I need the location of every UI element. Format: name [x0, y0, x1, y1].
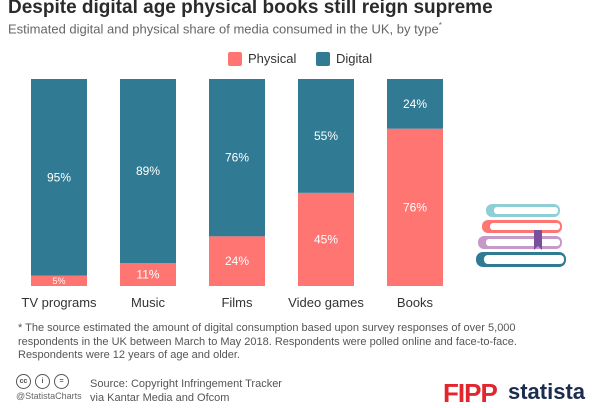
bar-physical-books [387, 128, 443, 286]
bar-physical-video-games [298, 192, 354, 286]
legend-label-physical: Physical [248, 51, 297, 66]
source-note: Source: Copyright Infringement Tracker v… [90, 377, 282, 405]
data-label-digital-films: 76% [225, 151, 249, 165]
category-label-books: Books [397, 295, 434, 310]
legend-swatch-physical [228, 52, 242, 66]
by-icon: i [35, 374, 50, 389]
data-label-physical-books: 76% [403, 200, 427, 214]
legend-label-digital: Digital [336, 51, 373, 66]
bar-digital-video-games [298, 79, 354, 193]
bar-digital-music [120, 79, 176, 264]
data-label-digital-books: 24% [403, 97, 427, 111]
equals-icon: = [54, 374, 69, 389]
fipp-logo: FIPP [443, 378, 498, 408]
books-stack-icon [476, 204, 566, 267]
chart-title: Despite digital age physical books still… [8, 0, 493, 18]
data-label-physical-tv-programs: 5% [52, 276, 65, 286]
footnote: * The source estimated the amount of dig… [18, 322, 517, 361]
category-label-films: Films [221, 295, 253, 310]
subtitle-text: Estimated digital and physical share of … [8, 21, 439, 37]
source-line-1: Source: Copyright Infringement Tracker [90, 378, 282, 390]
source-line-2: via Kantar Media and Ofcom [90, 392, 230, 404]
data-label-digital-tv-programs: 95% [47, 170, 71, 184]
data-label-digital-video-games: 55% [314, 129, 338, 143]
bar-digital-tv-programs [31, 79, 87, 276]
cc-icon: cc [16, 374, 31, 389]
category-label-music: Music [131, 295, 165, 310]
bar-physical-music [120, 263, 176, 286]
data-label-physical-video-games: 45% [314, 232, 338, 246]
data-label-physical-films: 24% [225, 254, 249, 268]
category-label-tv-programs: TV programs [21, 295, 97, 310]
data-label-physical-music: 11% [136, 268, 159, 282]
subtitle-footnote-marker: * [438, 21, 442, 30]
bar-digital-films [209, 79, 265, 237]
chart-subtitle: Estimated digital and physical share of … [8, 21, 598, 36]
twitter-handle: @StatistaCharts [16, 391, 82, 401]
stacked-bar-chart: 5% 95% TV programs 11% 89% Music 24% 76% Films 45… [21, 79, 443, 310]
legend-swatch-digital [316, 52, 330, 66]
bar-physical-tv-programs [31, 275, 87, 286]
bar-physical-films [209, 236, 265, 286]
category-label-video-games: Video games [288, 295, 364, 310]
bar-digital-books [387, 79, 443, 129]
data-label-digital-music: 89% [136, 164, 160, 178]
statista-logo: statista [508, 379, 586, 404]
